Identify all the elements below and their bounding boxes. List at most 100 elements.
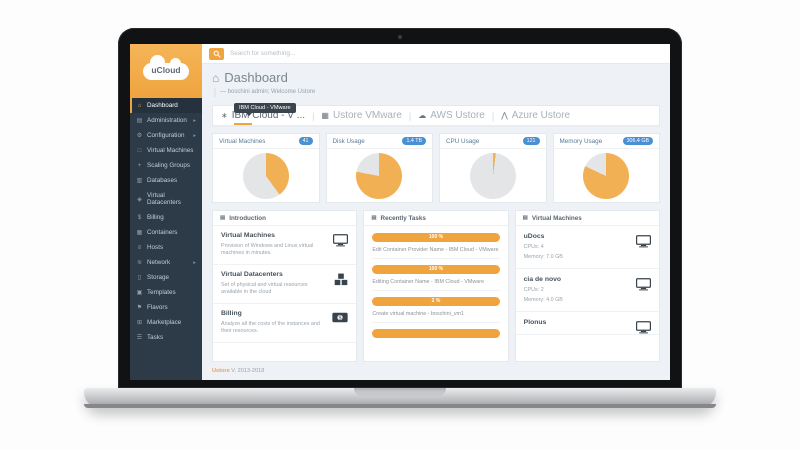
tab-separator: | — [491, 110, 495, 121]
vm-cpus: CPUs: 2 — [523, 287, 544, 293]
databases-icon: ▥ — [136, 178, 143, 184]
sidebar-item-label: Tasks — [147, 334, 164, 341]
sidebar-item-configuration[interactable]: ⚙ Configuration ▸ — [130, 128, 202, 143]
task-label: Edit Container Provider Name - IBM Cloud… — [372, 247, 499, 253]
sidebar-item-hosts[interactable]: ≡ Hosts — [130, 240, 202, 255]
sidebar-item-flavors[interactable]: ⚑ Flavors — [130, 300, 202, 315]
templates-icon: ▣ — [136, 290, 143, 296]
main-area: ⌂ Dashboard — boschini admin; Welcome Us… — [202, 44, 670, 380]
task-label: Create virtual machine - boschini_vm1 — [372, 311, 465, 317]
sidebar-item-label: Scaling Groups — [147, 162, 191, 169]
sidebar-item-templates[interactable]: ▣ Templates — [130, 285, 202, 300]
monitor-icon — [635, 321, 651, 336]
sidebar-item-label: Configuration — [147, 132, 185, 139]
logo-text: uCloud — [151, 64, 181, 75]
stat-card-header: Disk Usage 1.4 TB — [326, 134, 432, 149]
vm-cpus: CPUs: 4 — [523, 244, 544, 250]
intro-item-virtual-datacenters[interactable]: Virtual Datacenters Set of physical and … — [213, 265, 357, 304]
administration-icon: ▤ — [136, 118, 143, 124]
sidebar-item-label: Marketplace — [147, 319, 182, 326]
task-item[interactable]: 100 % Edit Container Provider Name - IBM… — [372, 233, 500, 259]
panel-header: ▤ Recently Tasks — [364, 211, 508, 226]
sidebar-item-billing[interactable]: $ Billing — [130, 210, 202, 225]
intro-item-desc: Analyze all the costs of the instances a… — [221, 321, 320, 334]
tab-separator: | — [408, 110, 412, 121]
hosts-icon: ≡ — [137, 244, 142, 251]
sidebar-item-label: Storage — [147, 274, 170, 281]
list-icon: ▤ — [371, 215, 377, 221]
sidebar-item-scaling-groups[interactable]: + Scaling Groups — [130, 158, 202, 173]
tab-azure-ustore[interactable]: ⋀ Azure Ustore — [501, 110, 570, 121]
panel-title: Virtual Machines — [531, 214, 582, 222]
sidebar-item-label: Containers — [147, 229, 178, 236]
cubes-icon — [334, 273, 348, 288]
stat-card-header: CPU Usage 121 — [440, 134, 546, 149]
sidebar-item-containers[interactable]: ▦ Containers — [130, 225, 202, 240]
search-button[interactable] — [209, 47, 224, 60]
cpu-usage-pie-chart — [469, 153, 516, 199]
intro-item-billing[interactable]: Billing Analyze all the costs of the ins… — [213, 304, 357, 343]
containers-icon: ▦ — [136, 230, 143, 236]
sidebar-item-virtual-datacenters[interactable]: ◈ Virtual Datacenters — [130, 188, 202, 210]
vm-memory: Memory: 7.0 GB — [523, 254, 563, 260]
sidebar-item-label: Billing — [147, 214, 164, 221]
sidebar-item-dashboard[interactable]: ⌂ Dashboard — [130, 98, 202, 113]
introduction-panel: ▤ Introduction Virtual Machines Provisio… — [212, 210, 358, 362]
stat-card-header: Memory Usage 306.4 GB — [553, 134, 659, 149]
virtual-machines-panel: ▤ Virtual Machines uDocs CPUs: 4 Memory:… — [514, 210, 660, 362]
sidebar-item-label: Virtual Datacenters — [147, 192, 181, 206]
top-search-bar — [202, 44, 670, 64]
memory-usage-pie-chart — [583, 153, 630, 199]
task-item[interactable]: 100 % Editing Container Name - IBM Cloud… — [372, 265, 500, 291]
tab-ibm-cloud[interactable]: ∗ IBM Cloud - V ... — [221, 110, 306, 125]
vm-list-item[interactable]: cia de novo CPUs: 2 Memory: 4.0 GB — [515, 269, 659, 312]
chevron-right-icon: ▸ — [193, 132, 196, 139]
welcome-subtitle: — boschini admin; Welcome Ustore — [214, 88, 660, 97]
search-input[interactable] — [230, 50, 430, 57]
ustore-vmware-tab-icon: ▦ — [321, 111, 329, 120]
app-logo[interactable]: uCloud — [130, 44, 202, 98]
sidebar-item-network[interactable]: ≋ Network ▸ — [130, 255, 202, 270]
vm-name: Plonus — [523, 319, 547, 326]
task-progress-bar: 100 % — [372, 265, 500, 274]
tab-label: IBM Cloud - V ... — [231, 110, 306, 121]
aws-ustore-tab-icon: ☁ — [418, 111, 427, 120]
virtual-machines-pie-chart — [242, 153, 289, 199]
cloud-logo-icon: uCloud — [143, 54, 189, 80]
vm-list-item[interactable]: uDocs CPUs: 4 Memory: 7.0 GB — [515, 226, 659, 269]
sidebar-item-label: Flavors — [147, 304, 168, 311]
task-progress-bar: 2 % — [372, 297, 500, 306]
vm-name: cia de novo — [523, 276, 562, 283]
sidebar-item-tasks[interactable]: ☰ Tasks — [130, 330, 202, 345]
webcam-dot — [398, 35, 402, 39]
disk-usage-pie-chart — [356, 153, 403, 199]
intro-item-virtual-machines[interactable]: Virtual Machines Provision of Windows an… — [213, 226, 357, 265]
sidebar-item-marketplace[interactable]: ⊞ Marketplace — [130, 315, 202, 330]
vm-list-item[interactable]: Plonus — [515, 312, 659, 336]
tab-ustore-vmware[interactable]: ▦ Ustore VMware — [321, 110, 401, 121]
page-content: ⌂ Dashboard — boschini admin; Welcome Us… — [202, 64, 670, 380]
sidebar-item-administration[interactable]: ▤ Administration ▸ — [130, 113, 202, 128]
sidebar-item-label: Virtual Machines — [147, 147, 194, 154]
task-progress-bar-partial — [372, 329, 500, 338]
sidebar-item-storage[interactable]: ▯ Storage — [130, 270, 202, 285]
footer-version: Ustore V. 2013-2018 — [212, 368, 660, 374]
ibm-cloud-tab-icon: ∗ — [221, 111, 228, 120]
intro-item-desc: Set of physical and virtual resources av… — [221, 282, 308, 295]
sidebar-item-virtual-machines[interactable]: □ Virtual Machines — [130, 143, 202, 158]
vm-name: uDocs — [523, 233, 545, 240]
sidebar-item-label: Databases — [147, 177, 178, 184]
stat-card-disk-usage: Disk Usage 1.4 TB — [325, 133, 433, 203]
list-icon: ▤ — [220, 215, 226, 221]
stat-title: CPU Usage — [446, 137, 480, 145]
task-item[interactable]: 2 % Create virtual machine - boschini_vm… — [372, 297, 500, 323]
panels-row: ▤ Introduction Virtual Machines Provisio… — [212, 210, 660, 362]
tab-tooltip: IBM Cloud - VMware — [234, 103, 296, 116]
tab-label: Azure Ustore — [511, 110, 571, 121]
tab-aws-ustore[interactable]: ☁ AWS Ustore — [418, 110, 485, 121]
stat-badge: 121 — [522, 137, 540, 145]
sidebar-item-label: Hosts — [147, 244, 164, 251]
sidebar-item-label: Templates — [147, 289, 176, 296]
sidebar-item-databases[interactable]: ▥ Databases — [130, 173, 202, 188]
panel-header: ▤ Introduction — [213, 211, 357, 226]
